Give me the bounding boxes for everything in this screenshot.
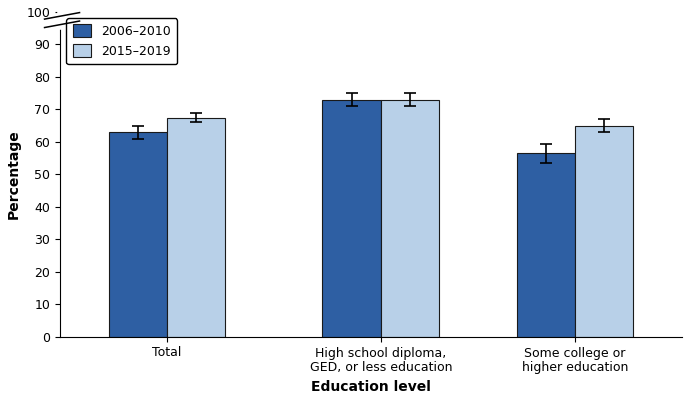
X-axis label: Education level: Education level (311, 380, 431, 394)
Bar (517, 153, 575, 337)
Legend: 2006–2010, 2015–2019: 2006–2010, 2015–2019 (66, 18, 177, 64)
Bar (322, 100, 381, 337)
Bar (575, 126, 633, 337)
Bar (381, 100, 439, 337)
Y-axis label: Percentage: Percentage (7, 130, 21, 219)
Bar (109, 132, 167, 337)
Bar (167, 117, 225, 337)
